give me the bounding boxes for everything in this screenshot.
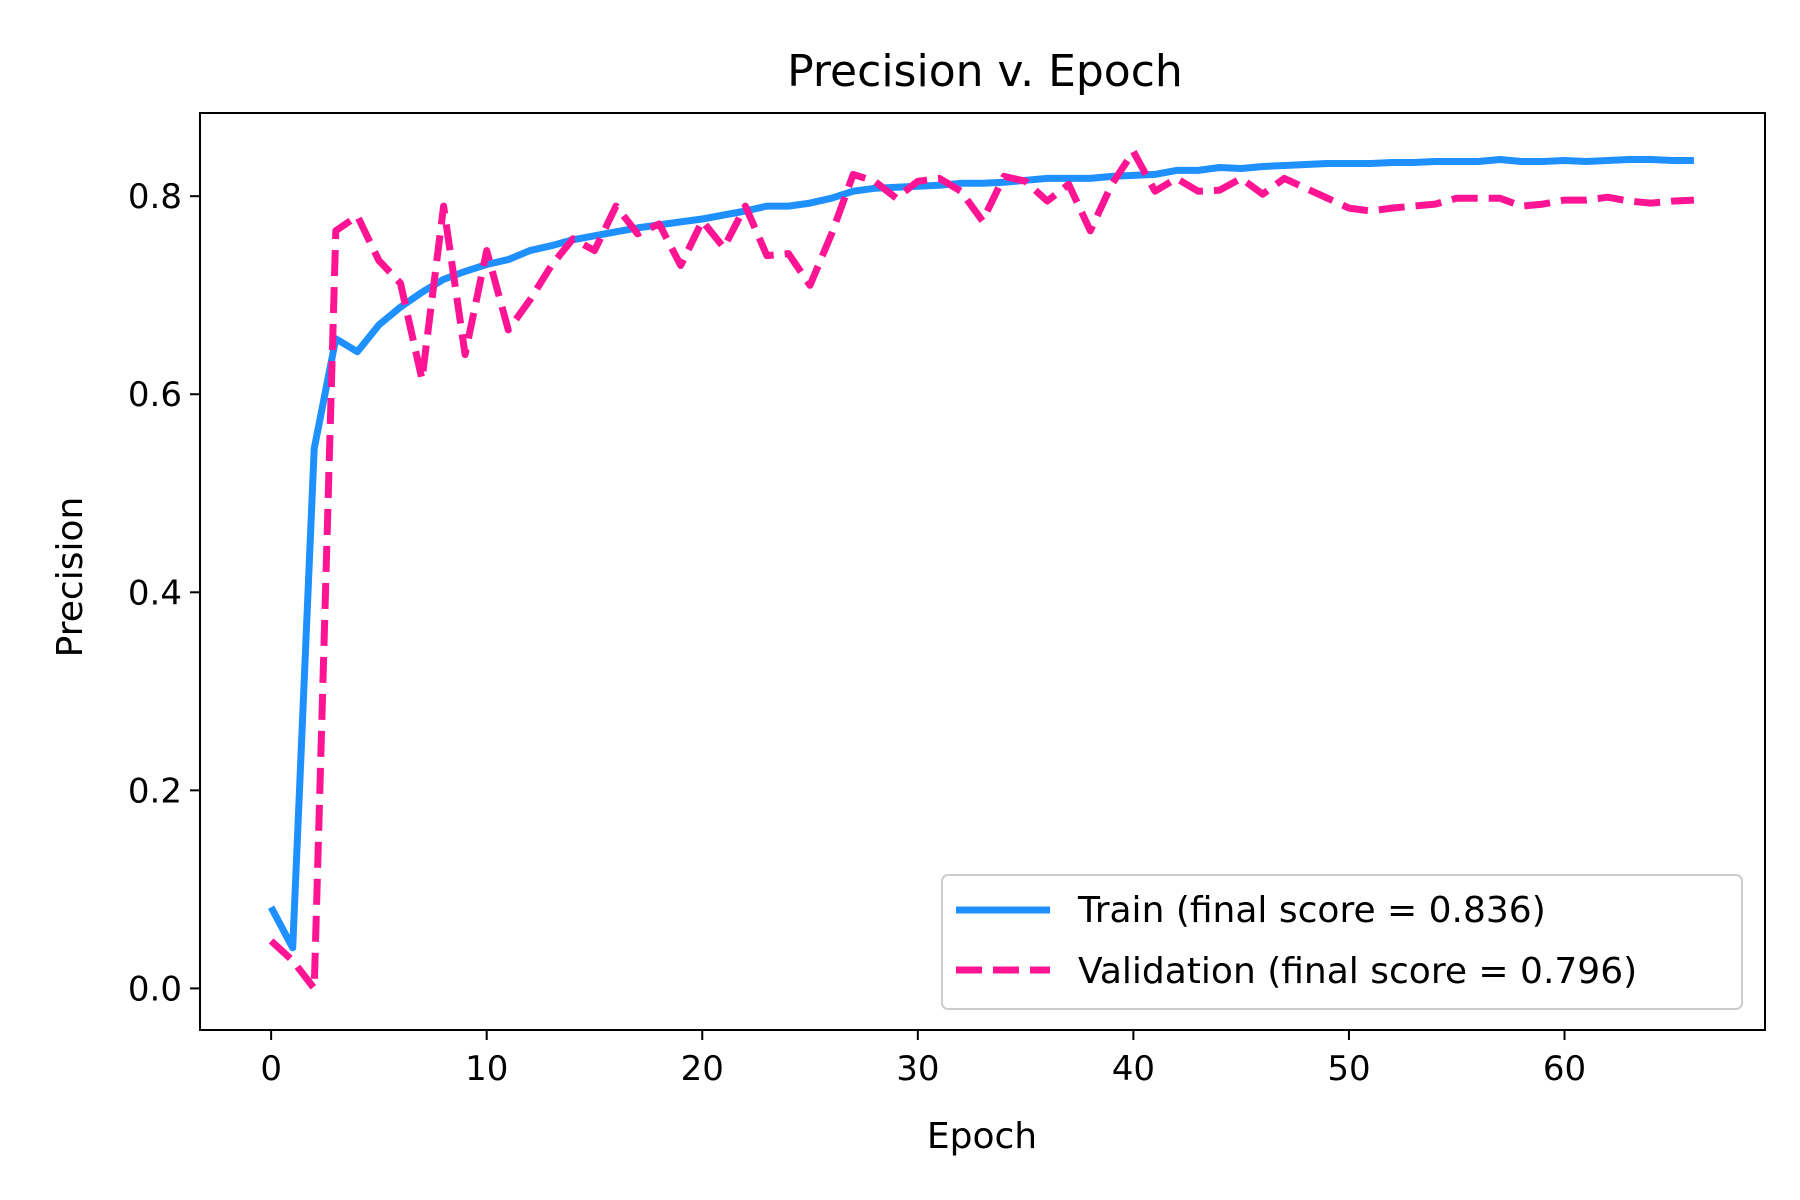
y-tick-label: 0.2: [128, 771, 182, 811]
legend-label-validation: Validation (final score = 0.796): [1078, 951, 1637, 992]
y-axis-label: Precision: [50, 497, 91, 658]
x-axis-label: Epoch: [927, 1116, 1037, 1157]
x-tick-label: 20: [681, 1049, 724, 1089]
x-tick-label: 60: [1543, 1049, 1586, 1089]
series-layer: [268, 148, 1695, 992]
x-tick-label: 40: [1112, 1049, 1155, 1089]
y-tick-label: 0.4: [128, 573, 182, 613]
x-tick-label: 10: [465, 1049, 508, 1089]
y-axis: 0.0 0.2 0.4 0.6 0.8: [128, 177, 200, 1009]
series-line-validation: [268, 148, 1695, 992]
legend-label-train: Train (final score = 0.836): [1077, 890, 1546, 931]
y-tick-label: 0.8: [128, 177, 182, 217]
x-axis: 0 10 20 30 40 50 60: [260, 1030, 1586, 1089]
legend-box: [941, 874, 1743, 1010]
series-line-train: [268, 156, 1694, 952]
y-tick-label: 0.0: [128, 969, 182, 1009]
chart-title: Precision v. Epoch: [787, 46, 1183, 97]
x-tick-label: 0: [260, 1049, 282, 1089]
x-tick-label: 30: [896, 1049, 939, 1089]
y-tick-label: 0.6: [128, 375, 182, 415]
x-tick-label: 50: [1327, 1049, 1370, 1089]
legend: Train (final score = 0.836) Validation (…: [941, 874, 1743, 1010]
